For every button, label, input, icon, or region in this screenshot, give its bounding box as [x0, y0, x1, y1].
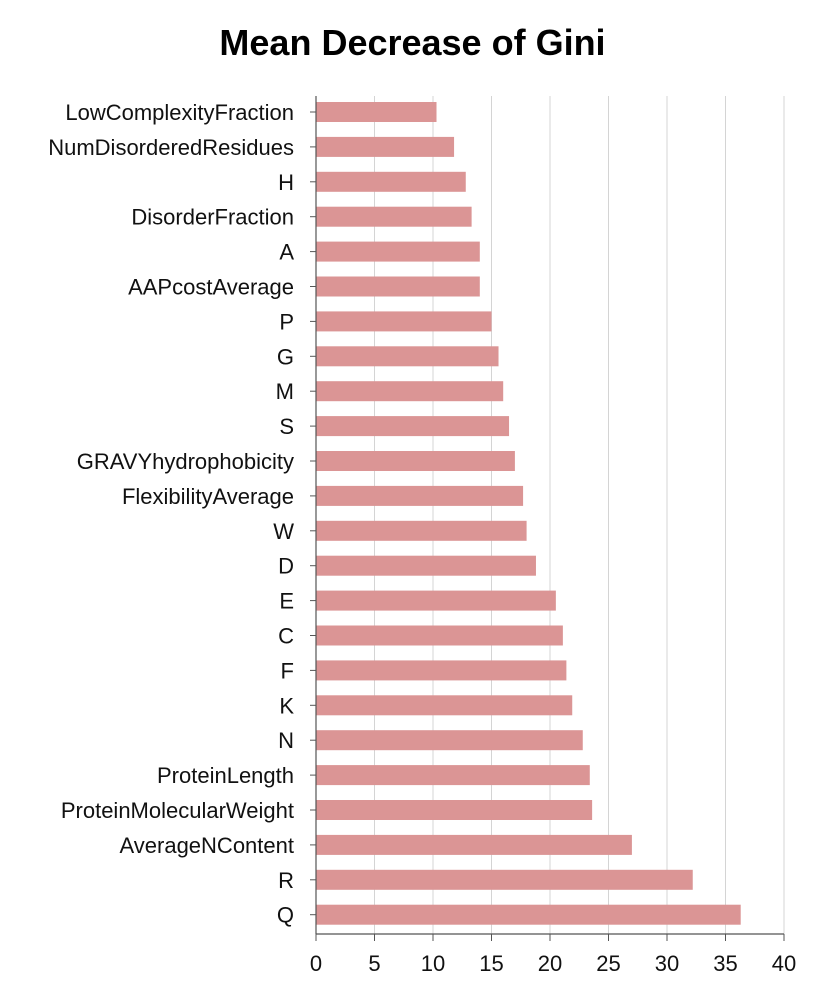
chart-title: Mean Decrease of Gini — [219, 22, 606, 63]
bar — [316, 171, 466, 192]
bars — [316, 102, 741, 925]
category-label: DisorderFraction — [131, 205, 294, 230]
category-label: FlexibilityAverage — [122, 484, 294, 509]
x-tick-label: 5 — [368, 951, 380, 976]
category-label: H — [278, 170, 294, 195]
bar — [316, 520, 527, 541]
category-label: D — [278, 554, 294, 579]
bar — [316, 311, 492, 332]
category-labels: LowComplexityFraction NumDisorderedResidu… — [48, 100, 294, 928]
category-label: N — [278, 728, 294, 753]
bar — [316, 416, 510, 437]
grid-lines — [374, 96, 785, 934]
category-label: AAPcostAverage — [128, 275, 294, 300]
category-label: GRAVYhydrophobicity — [77, 449, 294, 474]
bar — [316, 904, 741, 925]
bar — [316, 451, 515, 471]
bar — [316, 381, 504, 402]
bar — [316, 730, 583, 751]
x-tick-label: 25 — [596, 951, 620, 976]
category-label: ProteinLength — [157, 763, 294, 788]
bar — [316, 625, 563, 646]
category-label: NumDisorderedResidues — [48, 135, 294, 160]
category-label: K — [279, 693, 294, 718]
bar — [316, 765, 590, 786]
bar — [316, 346, 499, 367]
category-label: W — [273, 519, 294, 544]
category-label: ProteinMolecularWeight — [61, 798, 294, 823]
category-label: F — [281, 658, 294, 683]
x-tick-label: 10 — [421, 951, 445, 976]
bar — [316, 102, 437, 122]
category-label: A — [279, 240, 294, 265]
x-tick-label: 30 — [655, 951, 679, 976]
category-label: Q — [277, 903, 294, 928]
category-label: G — [277, 344, 294, 369]
bar — [316, 206, 472, 227]
bar — [316, 555, 536, 576]
category-label: E — [279, 589, 294, 614]
bar — [316, 136, 455, 157]
bar — [316, 695, 573, 716]
category-label: M — [276, 379, 294, 404]
category-label: LowComplexityFraction — [65, 100, 294, 125]
bar — [316, 869, 693, 890]
bar — [316, 800, 593, 820]
category-label: S — [279, 414, 294, 439]
category-label: P — [279, 309, 294, 334]
x-tick-label: 40 — [772, 951, 796, 976]
bar — [316, 834, 632, 855]
bar — [316, 660, 567, 681]
bar — [316, 590, 556, 611]
bar — [316, 485, 524, 506]
axes — [310, 96, 785, 941]
x-tick-label: 35 — [713, 951, 737, 976]
x-tick-labels: 0 5 10 15 20 25 30 35 40 — [310, 951, 796, 976]
bar — [316, 241, 480, 262]
x-tick-label: 15 — [479, 951, 503, 976]
x-tick-label: 0 — [310, 951, 322, 976]
x-tick-label: 20 — [538, 951, 562, 976]
category-label: C — [278, 624, 294, 649]
bar — [316, 276, 480, 297]
category-label: R — [278, 868, 294, 893]
category-label: AverageNContent — [120, 833, 295, 858]
